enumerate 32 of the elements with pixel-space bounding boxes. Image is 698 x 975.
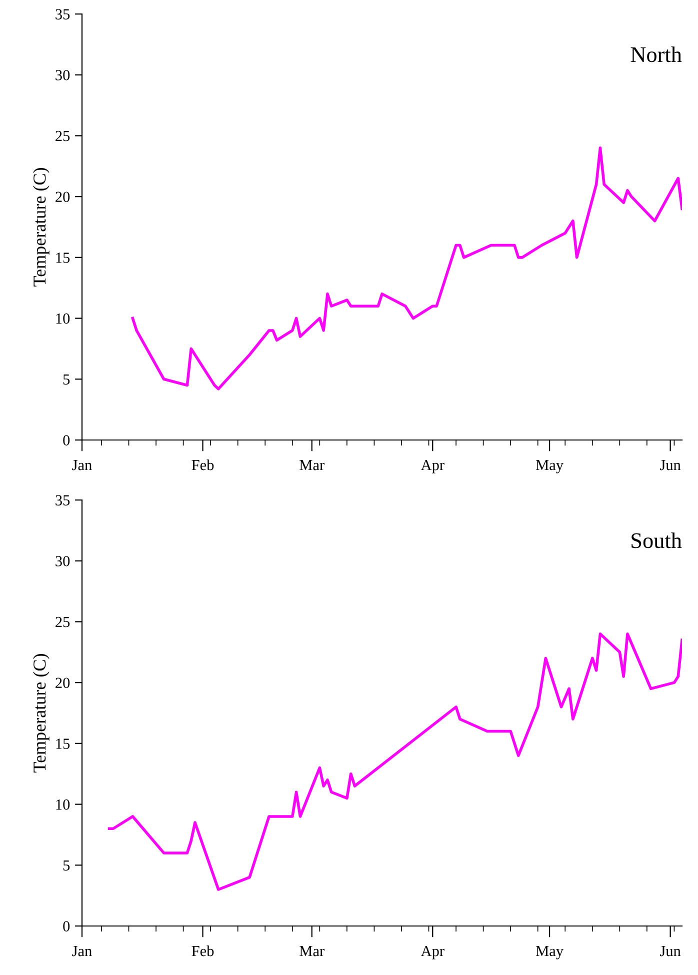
x-tick-label: Apr [420, 946, 444, 960]
x-tick-label: Jan [72, 946, 92, 956]
y-tick-label: 20 [56, 678, 70, 688]
text: South [632, 532, 682, 548]
x-tick-label: Jan [72, 460, 92, 470]
x-tick-label: Jun [660, 460, 681, 470]
y-tick-label: 15 [56, 252, 70, 263]
x-tick-label: May [536, 946, 564, 960]
y-tick-label: 35 [56, 495, 70, 506]
x-tick-label: Apr [420, 460, 444, 474]
y-tick-label: 10 [56, 799, 70, 810]
y-tick-label: 5 [63, 860, 70, 871]
x-tick-label: Mar [300, 946, 324, 956]
y-tick-label: 0 [63, 921, 70, 932]
x-tick-label: Feb [192, 945, 214, 956]
y-tick-label: 25 [56, 130, 70, 142]
y-tick-label: 20 [56, 192, 70, 202]
text: North [630, 46, 682, 62]
y-tick-label: 35 [56, 9, 70, 20]
x-tick-label: Jun [660, 946, 681, 956]
y-tick-label: 25 [56, 616, 70, 628]
y-tick-label: 30 [56, 70, 70, 80]
y-tick-label: 0 [63, 435, 70, 446]
y-axis-title: Temperature (C) [32, 168, 50, 286]
y-tick-label: 30 [56, 556, 70, 566]
x-tick-label: Feb [192, 459, 214, 470]
x-tick-label: Mar [300, 460, 324, 470]
x-tick-label: May [536, 460, 564, 474]
y-tick-label: 15 [56, 738, 70, 749]
y-axis-title: Temperature (C) [32, 654, 50, 772]
y-tick-label: 10 [56, 313, 70, 324]
y-tick-label: 5 [63, 374, 70, 385]
